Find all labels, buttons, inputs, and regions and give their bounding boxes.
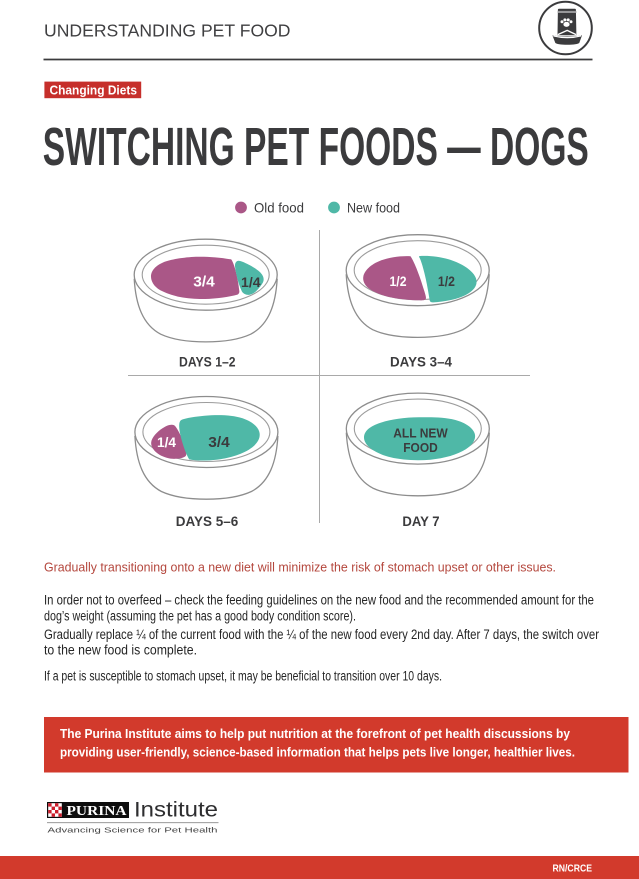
svg-text:Gradually transitioning onto a: Gradually transitioning onto a new diet … bbox=[44, 560, 556, 575]
svg-text:Institute: Institute bbox=[134, 799, 218, 822]
svg-text:In order not to overfeed – che: In order not to overfeed – check the fee… bbox=[44, 593, 594, 608]
svg-text:Gradually replace ¼ of the cur: Gradually replace ¼ of the current food … bbox=[44, 627, 599, 642]
svg-text:DAYS 3–4: DAYS 3–4 bbox=[390, 354, 452, 369]
svg-text:to the new food is complete.: to the new food is complete. bbox=[44, 643, 197, 658]
svg-text:1/2: 1/2 bbox=[438, 274, 455, 289]
svg-text:Old food: Old food bbox=[254, 200, 304, 215]
svg-text:RN/CRCE: RN/CRCE bbox=[553, 863, 593, 875]
svg-text:The Purina Institute aims to h: The Purina Institute aims to help put nu… bbox=[60, 726, 571, 741]
svg-text:dog’s weight (assuming the pet: dog’s weight (assuming the pet has a goo… bbox=[44, 608, 356, 623]
svg-text:Advancing Science for Pet Heal: Advancing Science for Pet Health bbox=[48, 826, 218, 835]
svg-text:SWITCHING PET FOODS — DOGS: SWITCHING PET FOODS — DOGS bbox=[43, 117, 589, 177]
svg-text:1/4: 1/4 bbox=[157, 435, 176, 450]
svg-text:New food: New food bbox=[347, 200, 400, 215]
svg-text:DAYS 5–6: DAYS 5–6 bbox=[176, 514, 239, 529]
svg-text:UNDERSTANDING PET FOOD: UNDERSTANDING PET FOOD bbox=[44, 20, 291, 40]
svg-text:DAY 7: DAY 7 bbox=[402, 514, 440, 529]
svg-text:ALL NEW: ALL NEW bbox=[393, 426, 448, 441]
svg-text:PURINA: PURINA bbox=[67, 803, 127, 818]
svg-text:3/4: 3/4 bbox=[208, 435, 230, 451]
svg-text:1/4: 1/4 bbox=[241, 275, 261, 290]
svg-text:DAYS 1–2: DAYS 1–2 bbox=[179, 354, 236, 369]
svg-text:Changing Diets: Changing Diets bbox=[50, 82, 138, 97]
svg-text:3/4: 3/4 bbox=[193, 275, 215, 291]
svg-text:FOOD: FOOD bbox=[403, 440, 438, 455]
svg-text:If a pet is susceptible to sto: If a pet is susceptible to stomach upset… bbox=[44, 668, 442, 683]
svg-text:providing user-friendly, scien: providing user-friendly, science-based i… bbox=[60, 745, 575, 760]
svg-text:1/2: 1/2 bbox=[390, 274, 407, 289]
